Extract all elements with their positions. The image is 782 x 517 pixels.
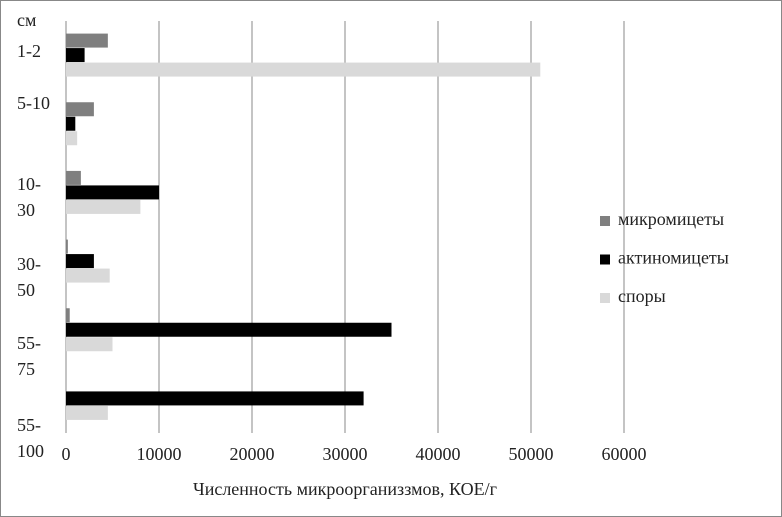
bar xyxy=(66,102,94,117)
legend-label: микромицеты xyxy=(618,209,724,229)
y-tick-label: 55-100 xyxy=(17,415,44,461)
y-tick-label: 1-2 xyxy=(17,41,41,61)
bar xyxy=(66,62,541,77)
x-tick-label: 20000 xyxy=(230,444,275,464)
bar xyxy=(66,405,108,420)
bar xyxy=(66,337,113,352)
x-tick-label: 50000 xyxy=(509,444,554,464)
bar xyxy=(66,308,70,323)
bar xyxy=(66,268,110,283)
y-axis-unit: см xyxy=(17,10,37,30)
legend-label: споры xyxy=(618,286,666,306)
x-tick-label: 10000 xyxy=(137,444,182,464)
y-tick-label: 30-50 xyxy=(17,254,41,300)
bar xyxy=(66,254,94,269)
y-tick-label: 55-75 xyxy=(17,333,41,379)
x-tick-label: 30000 xyxy=(323,444,368,464)
y-tick-label: 10-30 xyxy=(17,174,41,220)
y-tick-label: 5-10 xyxy=(17,93,50,113)
bar xyxy=(66,322,392,337)
x-tick-label: 0 xyxy=(62,444,71,464)
bar xyxy=(66,48,85,63)
bar xyxy=(66,391,364,406)
bar xyxy=(66,185,159,200)
bar xyxy=(66,33,108,48)
legend-swatch xyxy=(600,254,610,265)
x-tick-label: 60000 xyxy=(602,444,647,464)
legend-label: актиномицеты xyxy=(618,248,729,268)
bar xyxy=(66,116,76,131)
x-tick-label: 40000 xyxy=(416,444,461,464)
bar xyxy=(66,170,81,185)
legend-swatch xyxy=(600,293,610,303)
bar xyxy=(66,239,68,254)
bar xyxy=(66,131,78,146)
x-axis-title: Численность микроорганиззмов, КОЕ/г xyxy=(193,479,497,499)
bar xyxy=(66,199,141,214)
legend-swatch xyxy=(600,216,610,226)
